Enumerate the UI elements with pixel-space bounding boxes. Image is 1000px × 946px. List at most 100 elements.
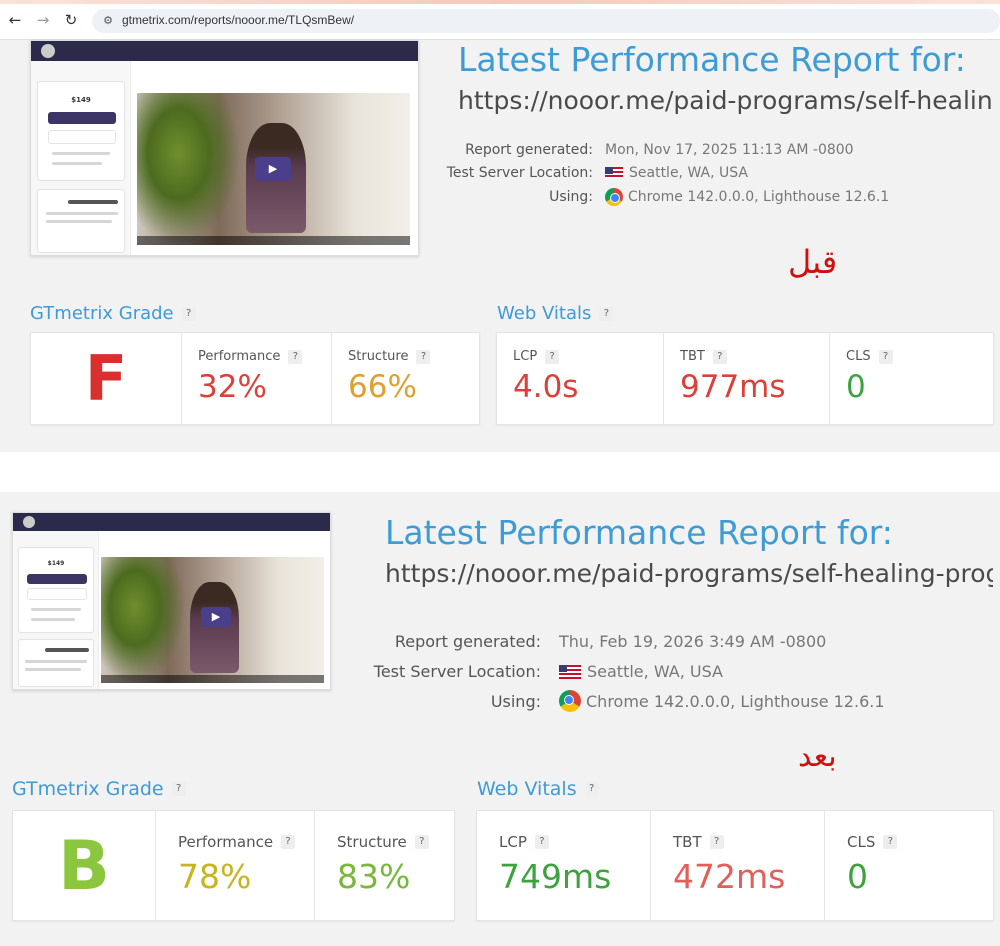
thumb-logo <box>23 516 35 528</box>
help-icon[interactable]: ? <box>712 349 727 364</box>
report-generated-text: Thu, Feb 19, 2026 3:49 AM -0800 <box>559 632 827 651</box>
web-vitals-heading: Web Vitals? <box>477 778 599 800</box>
thumb-video: ▶ <box>137 93 410 245</box>
thumb-text-line <box>52 152 110 155</box>
browser-toolbar: ← → ↻ ⚙ gtmetrix.com/reports/nooor.me/TL… <box>0 0 1000 40</box>
cls-value: 0 <box>846 369 866 405</box>
tab-strip-edge <box>0 0 1000 4</box>
cls-label-text: CLS <box>847 833 876 851</box>
address-bar[interactable]: ⚙ gtmetrix.com/reports/nooor.me/TLQsmBew… <box>92 9 1000 33</box>
cls-cell: CLS? 0 <box>824 811 995 920</box>
thumb-sidebar: $149 <box>13 531 99 689</box>
help-icon[interactable]: ? <box>584 782 599 796</box>
report-generated-value: Mon, Nov 17, 2025 11:13 AM -0800 <box>605 142 854 158</box>
tbt-cell: TBT? 472ms <box>650 811 824 920</box>
thumb-play-icon: ▶ <box>201 607 231 627</box>
structure-value: 83% <box>337 857 411 896</box>
help-icon[interactable]: ? <box>599 306 614 321</box>
gtmetrix-grade-heading: GTmetrix Grade? <box>30 303 196 324</box>
tbt-value: 977ms <box>680 369 786 405</box>
structure-label: Structure? <box>337 833 429 851</box>
tbt-cell: TBT? 977ms <box>663 333 829 424</box>
thumb-video-controls <box>101 675 324 683</box>
structure-cell: Structure? 66% <box>331 333 481 424</box>
structure-label: Structure? <box>348 349 431 364</box>
page-screenshot-thumbnail[interactable]: $149 ▶ <box>12 512 331 690</box>
report-url[interactable]: https://nooor.me/paid-programs/self-heal… <box>458 86 993 115</box>
chrome-icon <box>605 188 623 206</box>
help-icon[interactable]: ? <box>878 349 893 364</box>
help-icon[interactable]: ? <box>534 835 549 849</box>
report-after: $149 ▶ Latest Performance Report for: ht… <box>0 492 1000 946</box>
grade-letter: B <box>58 827 110 906</box>
structure-value: 66% <box>348 369 417 405</box>
thumb-text-line <box>31 608 81 611</box>
thumb-text-line <box>25 668 81 671</box>
cls-label: CLS? <box>846 349 893 364</box>
using-label: Using: <box>549 189 593 205</box>
thumb-nominate-card <box>18 639 94 687</box>
address-bar-url[interactable]: gtmetrix.com/reports/nooor.me/TLQsmBew/ <box>122 13 355 27</box>
help-icon[interactable]: ? <box>545 349 560 364</box>
thumb-price-card: $149 <box>18 547 94 633</box>
help-icon[interactable]: ? <box>883 835 898 849</box>
thumb-heading-line <box>45 648 89 652</box>
server-location-text: Seattle, WA, USA <box>629 165 748 181</box>
thumb-person <box>190 582 240 673</box>
help-icon[interactable]: ? <box>181 306 196 321</box>
thumb-price: $149 <box>47 560 65 567</box>
cls-cell: CLS? 0 <box>829 333 995 424</box>
help-icon[interactable]: ? <box>709 835 724 849</box>
us-flag-icon <box>605 167 623 179</box>
thumb-logo <box>41 44 55 58</box>
web-vitals-heading: Web Vitals? <box>497 303 614 324</box>
help-icon[interactable]: ? <box>416 349 431 364</box>
before-annotation: قبل <box>788 243 838 281</box>
report-title: Latest Performance Report for: <box>458 40 966 79</box>
reload-icon[interactable]: ↻ <box>64 11 78 29</box>
thumb-price: $149 <box>71 96 91 104</box>
forward-icon[interactable]: → <box>36 11 50 29</box>
lcp-cell: LCP? 749ms <box>477 811 650 920</box>
web-vitals-panel: LCP? 749ms TBT? 472ms CLS? 0 <box>476 810 994 921</box>
thumb-buy-button <box>27 574 87 584</box>
gtmetrix-grade-heading-text: GTmetrix Grade <box>30 303 174 324</box>
server-location-value: Seattle, WA, USA <box>605 165 748 181</box>
thumb-play-icon: ▶ <box>255 157 291 181</box>
thumb-heading-line <box>68 200 118 204</box>
cls-label: CLS? <box>847 833 898 851</box>
thumb-price-card: $149 <box>37 81 125 181</box>
help-icon[interactable]: ? <box>288 349 303 364</box>
thumb-navbar <box>13 513 330 531</box>
page-screenshot-thumbnail[interactable]: $149 ▶ <box>30 40 419 256</box>
performance-label-text: Performance <box>198 349 281 364</box>
chrome-icon <box>559 690 581 712</box>
site-settings-icon[interactable]: ⚙ <box>103 14 113 27</box>
lcp-value: 4.0s <box>513 369 579 405</box>
server-location-value: Seattle, WA, USA <box>559 662 723 681</box>
cls-value: 0 <box>847 857 868 896</box>
gtmetrix-grade-heading-text: GTmetrix Grade <box>12 778 164 800</box>
performance-value: 78% <box>178 857 252 896</box>
thumb-buy-button <box>48 112 116 124</box>
report-before: $149 ▶ Latest Performance Report for: ht… <box>0 40 1000 452</box>
thumb-plant <box>137 93 241 245</box>
tbt-value: 472ms <box>673 857 786 896</box>
report-url[interactable]: https://nooor.me/paid-programs/self-heal… <box>385 559 993 588</box>
help-icon[interactable]: ? <box>281 835 296 849</box>
tbt-label-text: TBT <box>673 833 702 851</box>
help-icon[interactable]: ? <box>171 782 186 796</box>
help-icon[interactable]: ? <box>414 835 429 849</box>
web-vitals-heading-text: Web Vitals <box>497 303 592 324</box>
web-vitals-panel: LCP? 4.0s TBT? 977ms CLS? 0 <box>496 332 994 425</box>
thumb-installment <box>48 130 116 144</box>
lcp-label: LCP? <box>513 349 560 364</box>
thumb-sidebar: $149 <box>31 61 131 255</box>
report-generated-label: Report generated: <box>394 632 541 651</box>
performance-label: Performance? <box>198 349 303 364</box>
back-icon[interactable]: ← <box>8 11 22 29</box>
using-text: Chrome 142.0.0.0, Lighthouse 12.6.1 <box>628 189 890 205</box>
after-annotation: بعد <box>798 739 837 774</box>
report-generated-value: Thu, Feb 19, 2026 3:49 AM -0800 <box>559 632 826 651</box>
gtmetrix-grade-heading: GTmetrix Grade? <box>12 778 186 800</box>
